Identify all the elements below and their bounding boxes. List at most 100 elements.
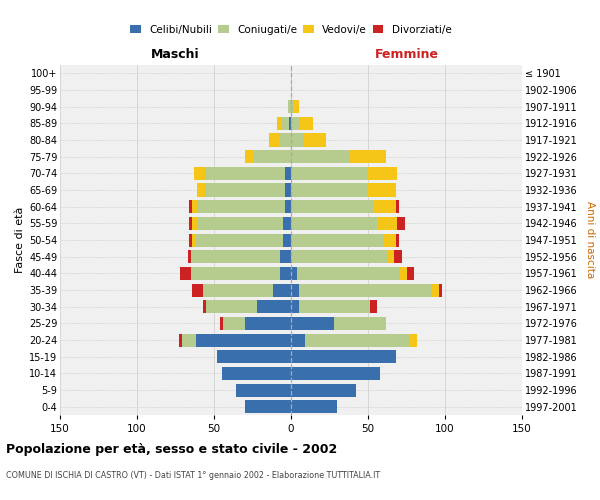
Bar — [205, 167, 285, 180]
Bar — [294, 100, 299, 113]
Text: Popolazione per età, sesso e stato civile - 2002: Popolazione per età, sesso e stato civil… — [6, 442, 337, 456]
Bar — [245, 400, 291, 413]
Bar — [196, 334, 291, 346]
Bar — [291, 150, 350, 163]
Bar — [297, 267, 400, 280]
Bar — [280, 250, 291, 263]
Bar — [285, 184, 291, 196]
Bar — [291, 100, 294, 113]
Bar — [291, 267, 297, 280]
Bar — [222, 367, 291, 380]
Bar — [282, 117, 289, 130]
Bar — [299, 117, 313, 130]
Bar — [194, 167, 205, 180]
Bar — [305, 334, 410, 346]
Bar — [182, 334, 196, 346]
Bar — [257, 300, 291, 313]
Bar — [291, 134, 304, 146]
Bar — [191, 250, 193, 263]
Bar — [368, 167, 397, 180]
Bar — [431, 284, 439, 296]
Bar — [196, 234, 283, 246]
Bar — [288, 100, 291, 113]
Bar — [291, 284, 299, 296]
Bar — [203, 300, 206, 313]
Bar — [217, 350, 291, 363]
Bar — [291, 350, 396, 363]
Bar — [179, 334, 182, 346]
Bar — [304, 134, 326, 146]
Bar — [277, 117, 282, 130]
Bar — [236, 384, 291, 396]
Bar — [291, 200, 374, 213]
Bar — [291, 250, 388, 263]
Bar — [197, 217, 283, 230]
Bar — [394, 250, 402, 263]
Bar — [334, 317, 386, 330]
Bar — [299, 300, 370, 313]
Bar — [205, 184, 285, 196]
Bar — [193, 217, 197, 230]
Bar — [377, 217, 397, 230]
Bar — [291, 184, 368, 196]
Bar — [254, 150, 291, 163]
Y-axis label: Fasce di età: Fasce di età — [14, 207, 25, 273]
Bar — [396, 200, 399, 213]
Bar — [396, 234, 399, 246]
Bar — [197, 184, 205, 196]
Bar — [285, 200, 291, 213]
Bar — [289, 117, 291, 130]
Bar — [374, 200, 396, 213]
Legend: Celibi/Nubili, Coniugati/e, Vedovi/e, Divorziati/e: Celibi/Nubili, Coniugati/e, Vedovi/e, Di… — [130, 24, 452, 34]
Bar — [190, 217, 193, 230]
Bar — [400, 267, 407, 280]
Bar — [291, 117, 299, 130]
Bar — [283, 234, 291, 246]
Bar — [291, 367, 380, 380]
Bar — [299, 284, 431, 296]
Bar — [245, 150, 254, 163]
Bar — [180, 267, 191, 280]
Bar — [197, 200, 285, 213]
Bar — [291, 217, 377, 230]
Bar — [291, 234, 383, 246]
Bar — [278, 134, 291, 146]
Text: COMUNE DI ISCHIA DI CASTRO (VT) - Dati ISTAT 1° gennaio 2002 - Elaborazione TUTT: COMUNE DI ISCHIA DI CASTRO (VT) - Dati I… — [6, 471, 380, 480]
Bar — [291, 384, 356, 396]
Bar — [291, 400, 337, 413]
Bar — [191, 267, 280, 280]
Bar — [193, 234, 196, 246]
Bar — [193, 200, 197, 213]
Bar — [193, 250, 280, 263]
Bar — [388, 250, 394, 263]
Bar — [285, 167, 291, 180]
Bar — [188, 250, 191, 263]
Bar — [397, 217, 405, 230]
Bar — [291, 167, 368, 180]
Bar — [245, 317, 291, 330]
Bar — [272, 284, 291, 296]
Bar — [291, 317, 334, 330]
Bar — [220, 317, 223, 330]
Bar — [291, 334, 305, 346]
Bar — [190, 234, 193, 246]
Bar — [203, 284, 272, 296]
Bar — [206, 300, 257, 313]
Text: Femmine: Femmine — [374, 48, 439, 62]
Bar — [291, 300, 299, 313]
Bar — [193, 284, 203, 296]
Bar — [283, 217, 291, 230]
Bar — [190, 200, 193, 213]
Bar — [407, 267, 414, 280]
Bar — [368, 184, 396, 196]
Text: Maschi: Maschi — [151, 48, 200, 62]
Bar — [269, 134, 278, 146]
Y-axis label: Anni di nascita: Anni di nascita — [584, 202, 595, 278]
Bar — [439, 284, 442, 296]
Bar — [370, 300, 377, 313]
Bar — [410, 334, 417, 346]
Bar — [280, 267, 291, 280]
Bar — [350, 150, 386, 163]
Bar — [223, 317, 245, 330]
Bar — [383, 234, 396, 246]
